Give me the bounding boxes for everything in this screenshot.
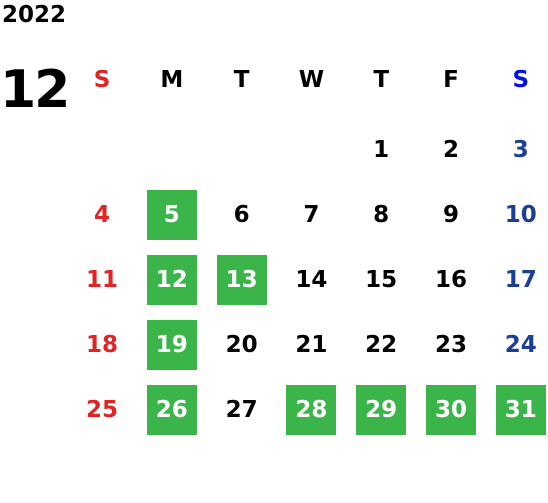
day: 14 (295, 267, 328, 293)
day: 20 (225, 332, 258, 358)
day: 21 (295, 332, 328, 358)
weekday-label: F (443, 67, 459, 93)
weekday-label: S (93, 67, 111, 93)
day: 25 (85, 397, 118, 423)
weekday-label: T (233, 67, 250, 93)
year: 2022 (2, 2, 67, 28)
day-highlighted: 29 (356, 385, 407, 435)
weekday-label: M (160, 67, 184, 93)
day-highlighted: 30 (426, 385, 476, 435)
day: 22 (365, 332, 398, 358)
weekday-label: S (512, 67, 530, 93)
day: 27 (225, 397, 258, 423)
month: 12 (0, 60, 70, 120)
day-highlighted: 13 (216, 255, 267, 305)
day: 23 (434, 332, 467, 358)
day: 2 (442, 137, 459, 163)
day: 3 (512, 137, 529, 163)
day: 10 (504, 202, 537, 228)
day: 8 (373, 202, 390, 228)
day-highlighted: 12 (146, 255, 197, 305)
day: 7 (303, 202, 320, 228)
day: 17 (504, 267, 537, 293)
day: 24 (504, 332, 537, 358)
day: 9 (442, 202, 459, 228)
day-highlighted: 28 (286, 385, 337, 435)
day-highlighted: 5 (146, 190, 197, 240)
day: 16 (434, 267, 467, 293)
day: 18 (85, 332, 118, 358)
day: 4 (93, 202, 110, 228)
day-highlighted: 26 (146, 385, 197, 435)
day-highlighted: 31 (495, 385, 546, 435)
weekday-label: W (298, 67, 325, 93)
day: 1 (373, 137, 390, 163)
day: 15 (365, 267, 398, 293)
day: 11 (85, 267, 118, 293)
weekday-label: T (373, 67, 390, 93)
day: 6 (233, 202, 250, 228)
day-highlighted: 19 (146, 320, 197, 370)
